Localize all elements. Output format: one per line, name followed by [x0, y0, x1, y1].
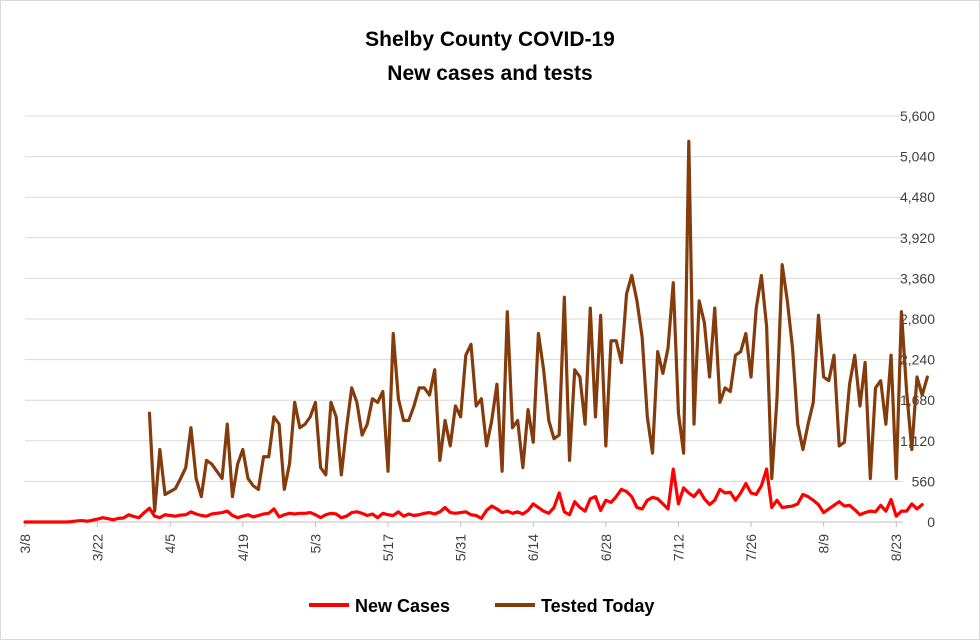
chart-title-line-1: Shelby County COVID-19 — [365, 28, 615, 51]
y-axis-ticks: 0 560 1,120 1,680 2,240 2,800 3,360 3,920 4,480 5… — [900, 108, 935, 530]
x-tick-label: 7/26 — [743, 534, 759, 561]
series-line-tested-today — [147, 139, 929, 513]
x-tick-label: 6/14 — [525, 534, 541, 561]
y-tick-label: 5,600 — [900, 108, 935, 124]
x-axis-ticks: 3/8 3/22 4/5 4/19 5/3 5/17 5/31 6/14 6/28 7/12 7/2… — [17, 522, 904, 561]
legend: New Cases Tested Today — [309, 596, 654, 616]
x-tick-label: 4/5 — [162, 534, 178, 554]
y-tick-label: 4,480 — [900, 189, 935, 205]
x-tick-label: 8/23 — [888, 534, 904, 561]
y-tick-label: 1,680 — [900, 392, 935, 408]
x-tick-label: 3/22 — [90, 534, 106, 561]
y-tick-label: 0 — [927, 514, 935, 530]
series-line-new-cases — [23, 467, 924, 524]
chart-title-line-2: New cases and tests — [387, 62, 592, 85]
y-tick-label: 3,360 — [900, 270, 935, 286]
series-lines — [23, 139, 929, 524]
y-tick-label: 1,120 — [900, 433, 935, 449]
y-tick-label: 2,240 — [900, 352, 935, 368]
legend-label-tested-today: Tested Today — [541, 596, 654, 616]
x-tick-label: 6/28 — [598, 534, 614, 561]
x-tick-label: 7/12 — [670, 534, 686, 561]
y-tick-label: 560 — [912, 473, 936, 489]
y-tick-label: 5,040 — [900, 149, 935, 165]
x-tick-label: 5/3 — [307, 534, 323, 554]
x-tick-label: 5/31 — [453, 534, 469, 561]
y-tick-label: 3,920 — [900, 230, 935, 246]
y-tick-label: 2,800 — [900, 311, 935, 327]
x-tick-label: 3/8 — [17, 534, 33, 554]
x-tick-label: 8/9 — [816, 534, 832, 554]
x-tick-label: 4/19 — [235, 534, 251, 561]
legend-label-new-cases: New Cases — [355, 596, 450, 616]
x-tick-label: 5/17 — [380, 534, 396, 561]
